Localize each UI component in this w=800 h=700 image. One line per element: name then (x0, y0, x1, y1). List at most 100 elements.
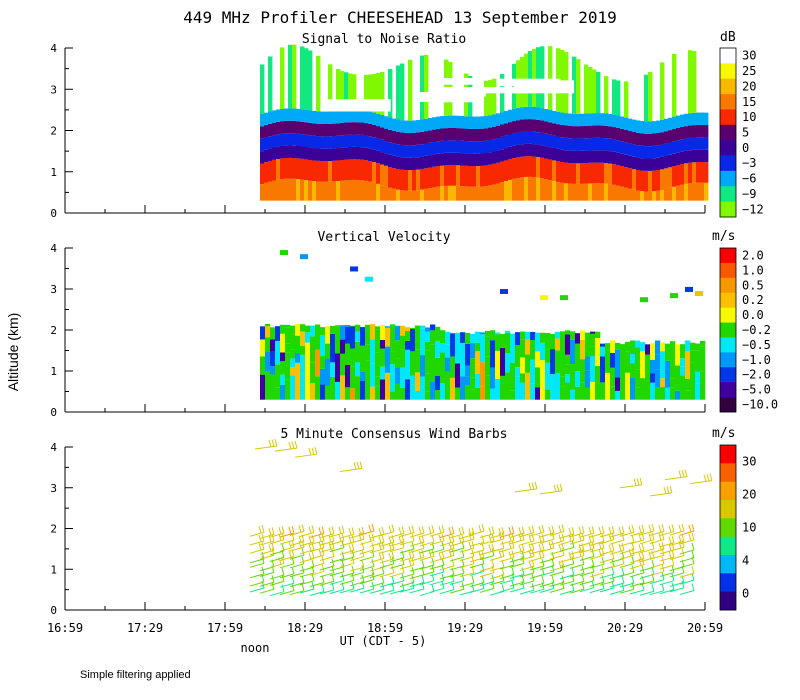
wind-barb-shaft (499, 547, 515, 553)
wind-barb-shaft (459, 556, 475, 562)
vv-cell (540, 295, 548, 301)
vv-y-tick-label: 2 (50, 324, 57, 337)
snr-cell (652, 121, 657, 134)
wind-barb-shaft (409, 588, 425, 594)
snr-cell (484, 115, 489, 129)
vv-cell (285, 352, 291, 380)
vv-cell (435, 390, 441, 400)
vv-cell (670, 378, 676, 388)
wind-barb-flag (591, 564, 595, 573)
vv-cell (645, 344, 651, 355)
snr-cell (276, 179, 281, 201)
snr-cell (624, 129, 629, 143)
vv-cell (405, 360, 411, 380)
snr-cell (328, 111, 333, 124)
vv-cell (560, 386, 566, 400)
snr-cell (584, 163, 589, 184)
snr-cell (536, 132, 541, 145)
wind-barb-flag (448, 549, 452, 557)
snr-cell (544, 121, 549, 134)
snr-cell (596, 183, 601, 201)
snr-cell (552, 135, 557, 149)
snr-cell (644, 191, 649, 201)
wind-barb-shaft (419, 532, 435, 538)
wind-barb-shaft (679, 590, 695, 595)
snr-cell (604, 113, 609, 126)
wind-barb-shaft (479, 540, 495, 546)
vv-cell (430, 344, 436, 369)
wind-barb-flag (288, 540, 292, 549)
vv-cell (415, 325, 421, 341)
snr-cell (488, 152, 493, 165)
snr-cell (544, 146, 549, 159)
snr-cell (280, 178, 285, 201)
wind-barb-shaft (679, 539, 695, 545)
snr-cell (356, 122, 361, 135)
snr-cell (328, 181, 333, 201)
wind-barb-shaft (449, 565, 465, 571)
vv-cell (265, 351, 271, 372)
wind-barb-flag (571, 567, 575, 575)
vv-cell (570, 364, 576, 390)
wind-barb-shaft (519, 565, 535, 571)
snr-cell (416, 144, 421, 158)
snr-cell (432, 166, 437, 188)
wind-barb-shaft (529, 549, 545, 555)
wind-barb-flag (491, 543, 495, 551)
snr-cell (332, 111, 337, 124)
footnote: Simple filtering applied (80, 669, 191, 681)
snr-cell (472, 186, 477, 201)
snr-cell (332, 136, 337, 149)
snr-cell (284, 145, 289, 158)
snr-cell (496, 183, 501, 201)
wind-barb-shaft (569, 539, 585, 545)
wind-barb-flag (671, 573, 675, 581)
vv-cell (300, 254, 308, 260)
snr-cell (516, 107, 521, 121)
snr-cell (572, 138, 577, 151)
snr-cell (520, 144, 525, 157)
wind-barb-flag (591, 549, 595, 557)
x-tick-label: 18:59 (367, 621, 403, 635)
snr-cell (608, 126, 613, 139)
vv-cell (355, 362, 361, 377)
snr-cell (556, 124, 561, 137)
vv-cell (575, 343, 581, 372)
wind-barb-shaft (579, 555, 595, 561)
snr-cell (316, 123, 321, 137)
snr-cell (384, 116, 389, 129)
snr-cell (400, 157, 405, 170)
snr-cell (376, 150, 381, 164)
vv-cell (270, 366, 276, 375)
snr-cell (384, 186, 389, 201)
vv-cell (550, 374, 556, 400)
snr-cell (376, 126, 381, 139)
wind-barb-shaft (349, 549, 365, 554)
vv-colorbar-swatch (720, 322, 736, 338)
vv-cell (685, 378, 691, 391)
wind-barb-flag (408, 526, 412, 534)
x-tick-label: 19:59 (527, 621, 563, 635)
snr-cell (704, 162, 709, 183)
snr-cell (624, 154, 629, 168)
x-tick-label: 17:59 (207, 621, 243, 635)
snr-cell (520, 107, 525, 120)
snr-cell (296, 121, 301, 134)
wind-barb-shaft (509, 562, 525, 568)
wind-barb-flag (651, 523, 655, 532)
wind-barb-shaft (339, 562, 355, 568)
vv-cell (460, 367, 466, 377)
snr-cell (700, 124, 705, 138)
wind-barb-shaft (479, 532, 495, 538)
vv-cell (475, 373, 481, 388)
vv-cell (365, 360, 371, 376)
wind-barb-flag (353, 462, 357, 470)
snr-cell (340, 70, 345, 111)
wind-barb-flag (481, 550, 485, 559)
snr-cell (368, 181, 373, 201)
vv-cell (480, 332, 486, 335)
snr-cell (544, 133, 549, 147)
wind-barb-shaft (499, 564, 515, 570)
snr-cell (456, 140, 461, 153)
